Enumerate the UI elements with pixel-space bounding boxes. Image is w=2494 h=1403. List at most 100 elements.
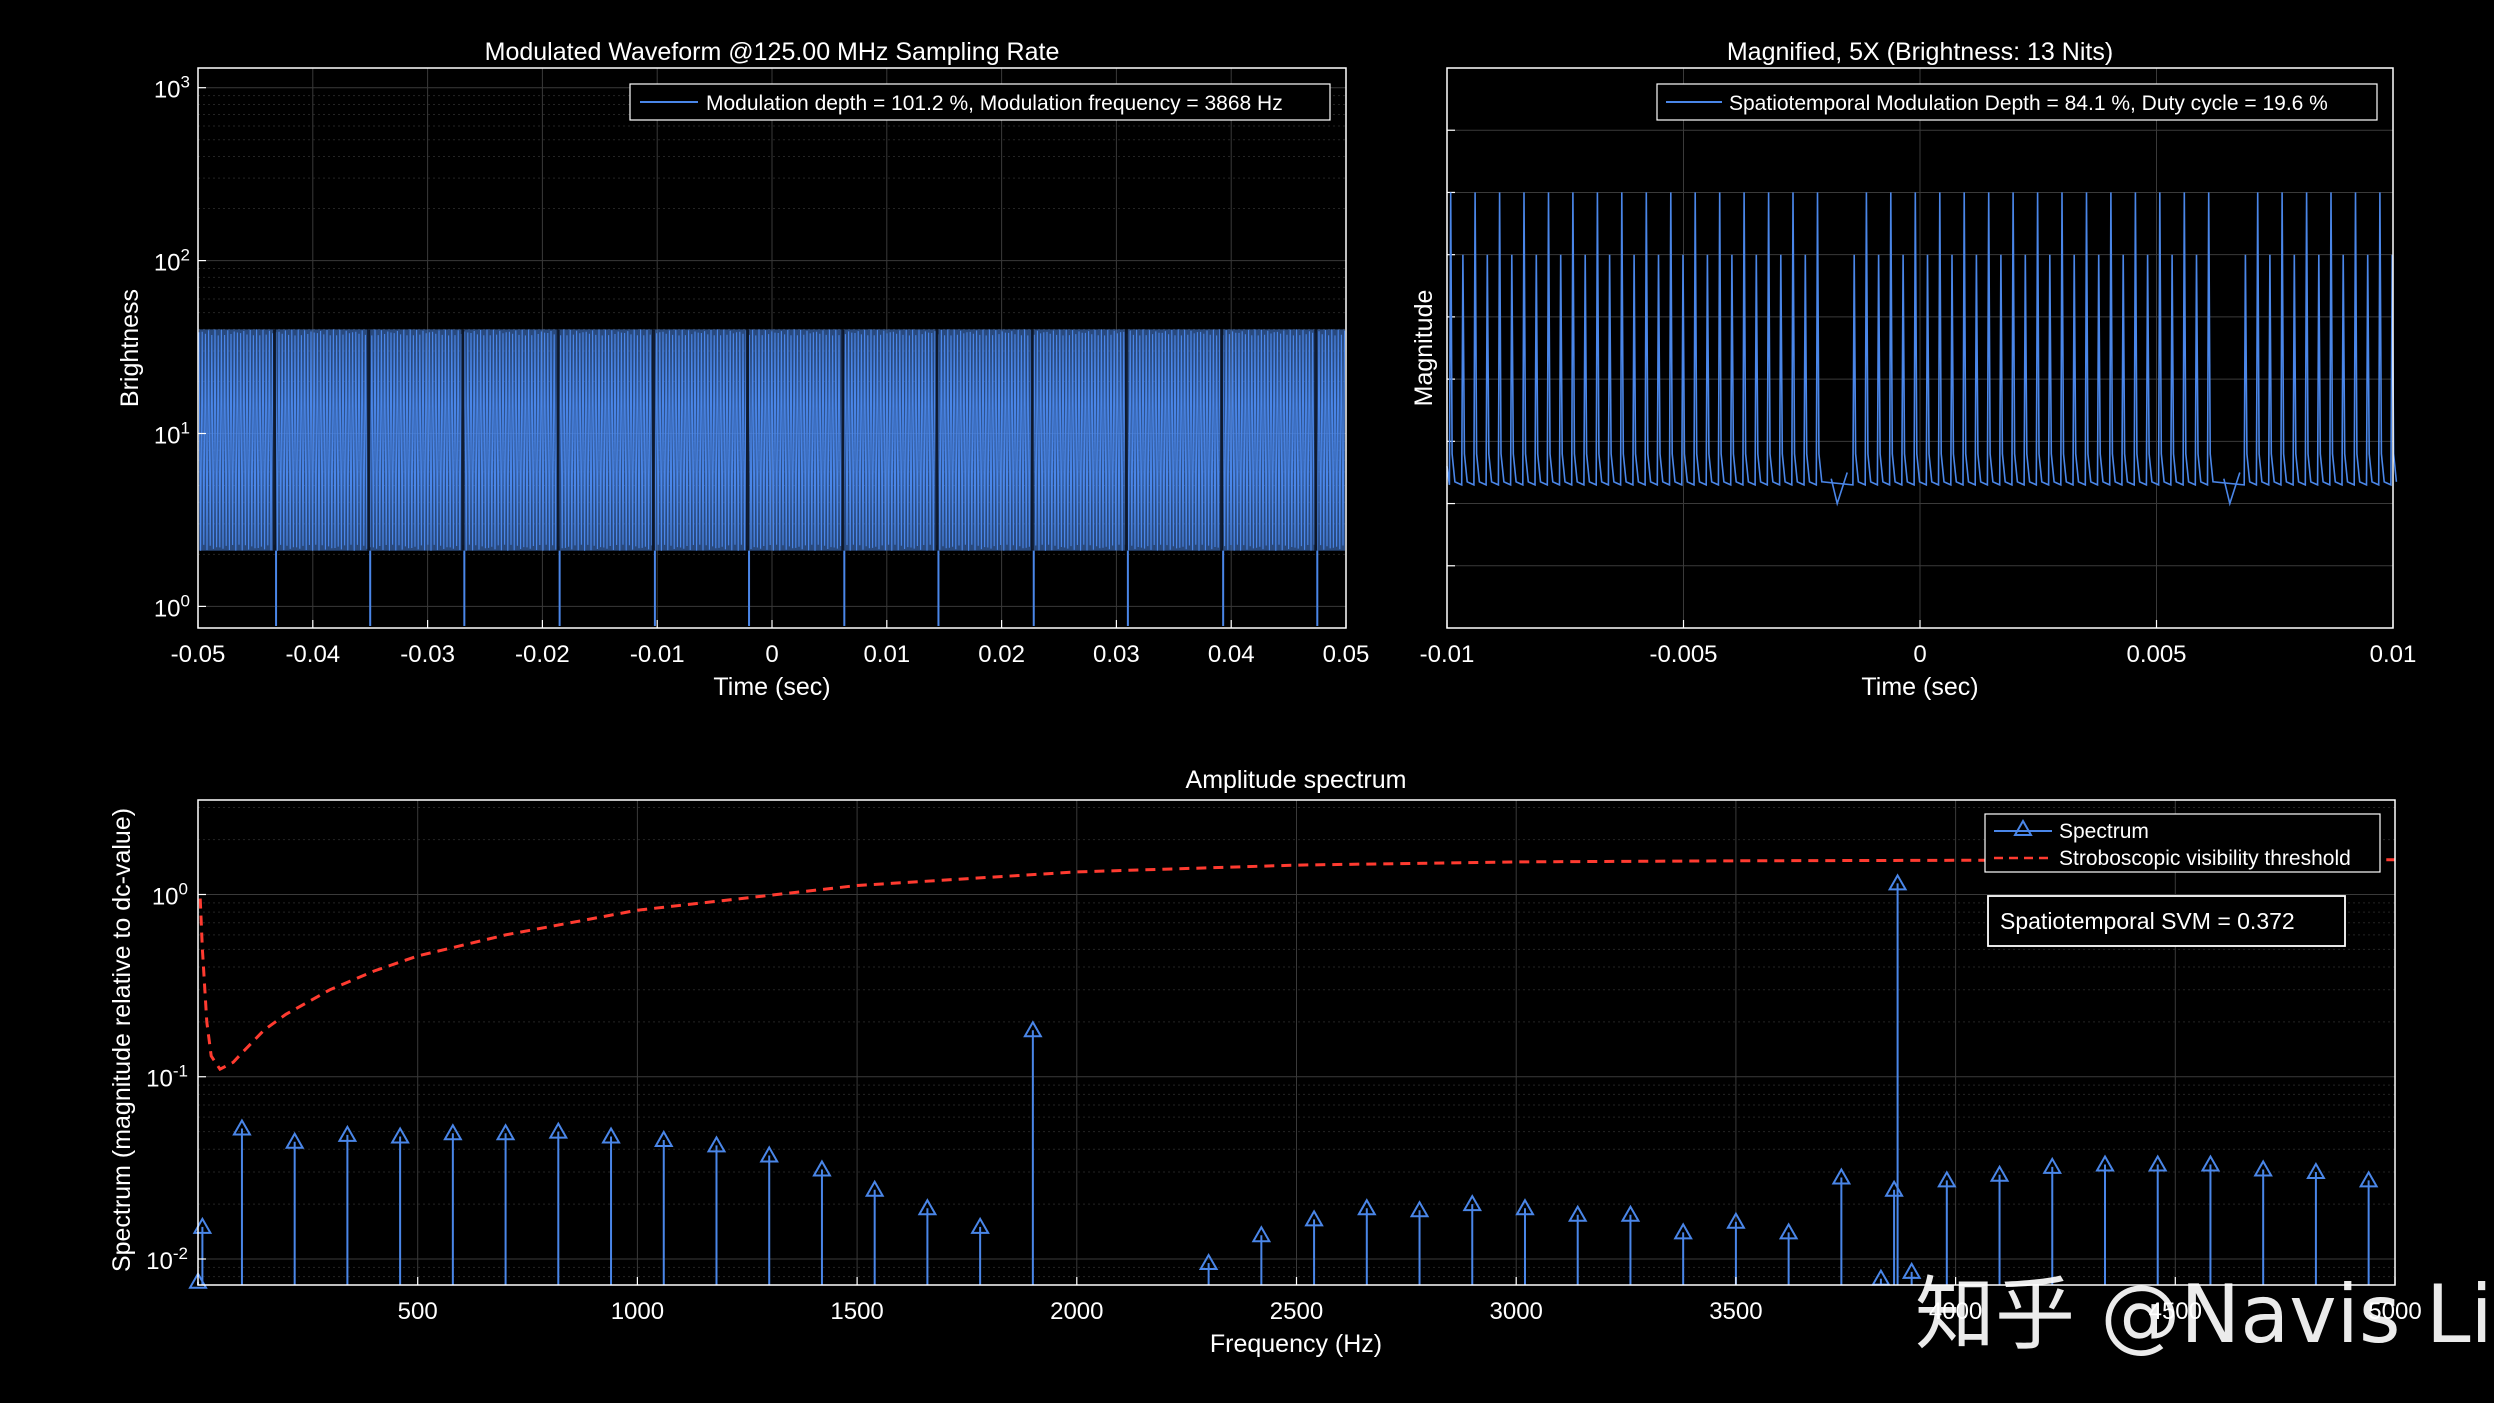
spectrum-x-tick-label: 500 — [398, 1298, 438, 1325]
spectrum-marker — [2148, 1154, 2168, 1172]
waveform-x-tick-label: 0.04 — [1208, 641, 1255, 668]
spectrum-x-tick-label: 1500 — [830, 1298, 883, 1325]
spectrum-y-ticks: 10-2 10-1 100 — [146, 879, 206, 1275]
spectrum-y-tick-label: 100 — [152, 879, 188, 910]
spectrum-marker — [2358, 1170, 2379, 1188]
waveform-x-label: Time (sec) — [713, 673, 830, 701]
spectrum-marker — [654, 1129, 674, 1147]
spectrum-marker — [812, 1159, 832, 1177]
spectrum-y-tick-label: 10-2 — [146, 1244, 188, 1275]
waveform-x-tick-label: 0.01 — [863, 641, 910, 668]
magnified-plot-area — [1446, 192, 2398, 507]
spectrum-marker — [2306, 1162, 2326, 1180]
spectrum-plot-area — [188, 858, 2395, 1289]
spectrum-title: Amplitude spectrum — [1186, 766, 1407, 794]
spectrum-marker — [1989, 1164, 2010, 1182]
waveform-y-tick-label: 102 — [154, 246, 190, 277]
spectrum-x-tick-label: 4000 — [1929, 1298, 1982, 1325]
waveform-gap — [273, 329, 277, 551]
spectrum-marker — [284, 1131, 305, 1149]
spectrum-x-tick-label: 5000 — [2368, 1298, 2421, 1325]
magnified-legend: Spatiotemporal Modulation Depth = 84.1 %… — [1656, 83, 2378, 121]
spectrum-marker — [2042, 1156, 2062, 1174]
spectrum-marker — [1198, 1253, 1219, 1271]
waveform-x-tick-label: -0.03 — [400, 641, 455, 668]
spectrum-marker — [1023, 1020, 1043, 1038]
spectrum-x-tick-label: 2500 — [1270, 1298, 1323, 1325]
waveform-gap — [1220, 329, 1224, 551]
spectrum-marker — [1620, 1204, 1641, 1222]
waveform-gap — [841, 329, 845, 551]
spectrum-marker — [706, 1135, 727, 1153]
waveform-x-tick-label: -0.04 — [285, 641, 340, 668]
waveform-title: Modulated Waveform @125.00 MHz Sampling … — [485, 38, 1060, 66]
spectrum-marker — [1673, 1222, 1693, 1240]
waveform-y-tick-label: 103 — [154, 73, 190, 104]
waveform-gap — [461, 329, 465, 551]
magnified-gap-marker — [1830, 472, 1848, 507]
magnified-legend-entry: Spatiotemporal Modulation Depth = 84.1 %… — [1729, 92, 2328, 115]
spectrum-marker — [1901, 1261, 1922, 1279]
magnified-title: Magnified, 5X (Brightness: 13 Nits) — [1727, 38, 2113, 66]
spectrum-marker — [2095, 1154, 2115, 1172]
spectrum-marker — [601, 1126, 621, 1144]
spectrum-marker — [1462, 1194, 1482, 1212]
spectrum-marker — [759, 1145, 779, 1163]
waveform-x-tick-label: 0 — [765, 641, 778, 668]
waveform-legend-entry: Modulation depth = 101.2 %, Modulation f… — [706, 92, 1283, 115]
spectrum-marker — [443, 1123, 463, 1141]
spectrum-marker — [1304, 1209, 1324, 1227]
waveform-series-line — [198, 329, 1346, 551]
waveform-y-ticks: 100 101 102 103 — [154, 73, 206, 622]
spectrum-marker — [1778, 1222, 1799, 1240]
waveform-x-tick-label: -0.02 — [515, 641, 570, 668]
spectrum-marker — [1515, 1198, 1535, 1216]
spectrum-marker — [1937, 1170, 1957, 1188]
magnified-x-ticks: -0.01 -0.005 0 0.005 0.01 — [1420, 620, 2417, 668]
magnified-x-tick-label: 0 — [1913, 641, 1926, 668]
spectrum-marker — [390, 1126, 410, 1144]
magnified-x-tick-label: 0.01 — [2370, 641, 2417, 668]
svm-annotation: Spatiotemporal SVM = 0.372 — [1987, 895, 2346, 947]
waveform-x-ticks: -0.05 -0.04 -0.03 -0.02 -0.01 0 0.01 0.02 0.03 0.… — [171, 620, 1370, 668]
spectrum-marker — [495, 1123, 516, 1141]
magnified-x-tick-label: -0.005 — [1649, 641, 1717, 668]
magnified-panel: -0.01 -0.005 0 0.005 0.01 Magnified, 5X (Bri… — [1410, 38, 2416, 701]
spectrum-y-label: Spectrum (magnitude relative to dc-value… — [108, 808, 136, 1272]
waveform-gap — [651, 329, 655, 551]
spectrum-x-label: Frequency (Hz) — [1210, 1330, 1382, 1358]
watermark-text: 知乎 @Navis Li — [1915, 1268, 2493, 1361]
magnified-x-tick-label: 0.005 — [2126, 641, 2186, 668]
spectrum-legend: Spectrum Stroboscopic visibility thresho… — [1984, 813, 2381, 873]
spectrum-x-tick-label: 2000 — [1050, 1298, 1103, 1325]
spectrum-marker — [1251, 1225, 1272, 1243]
waveform-gap — [746, 329, 750, 551]
spectrum-x-tick-label: 4500 — [2149, 1298, 2202, 1325]
waveform-x-tick-label: 0.05 — [1323, 641, 1370, 668]
spectrum-marker — [917, 1198, 938, 1216]
spectrum-y-tick-label: 10-1 — [146, 1062, 188, 1093]
spectrum-marker — [1831, 1167, 1852, 1185]
waveform-gap — [367, 329, 371, 551]
waveform-gap — [1030, 329, 1034, 551]
spectrum-panel: 500 1000 1500 2000 2500 3000 3500 4000 4500 5000 … — [108, 766, 2422, 1358]
spectrum-marker — [337, 1124, 358, 1142]
spectrum-marker — [232, 1118, 252, 1136]
waveform-y-tick-label: 101 — [154, 418, 190, 449]
waveform-plot-area — [198, 329, 1346, 626]
waveform-x-tick-label: -0.01 — [630, 641, 685, 668]
spectrum-marker — [2200, 1154, 2221, 1172]
spectrum-x-tick-label: 3000 — [1490, 1298, 1543, 1325]
spectrum-legend-entry-threshold: Stroboscopic visibility threshold — [2059, 847, 2351, 870]
spectrum-x-tick-label: 1000 — [611, 1298, 664, 1325]
waveform-x-tick-label: 0.03 — [1093, 641, 1140, 668]
spectrum-marker — [548, 1121, 569, 1139]
waveform-x-tick-label: 0.02 — [978, 641, 1025, 668]
spectrum-marker — [1409, 1200, 1430, 1218]
spectrum-marker — [864, 1179, 885, 1197]
waveform-x-tick-label: -0.05 — [171, 641, 226, 668]
spectrum-marker — [970, 1216, 990, 1234]
svm-annotation-text: Spatiotemporal SVM = 0.372 — [2000, 908, 2295, 934]
waveform-y-tick-label: 100 — [154, 591, 190, 622]
